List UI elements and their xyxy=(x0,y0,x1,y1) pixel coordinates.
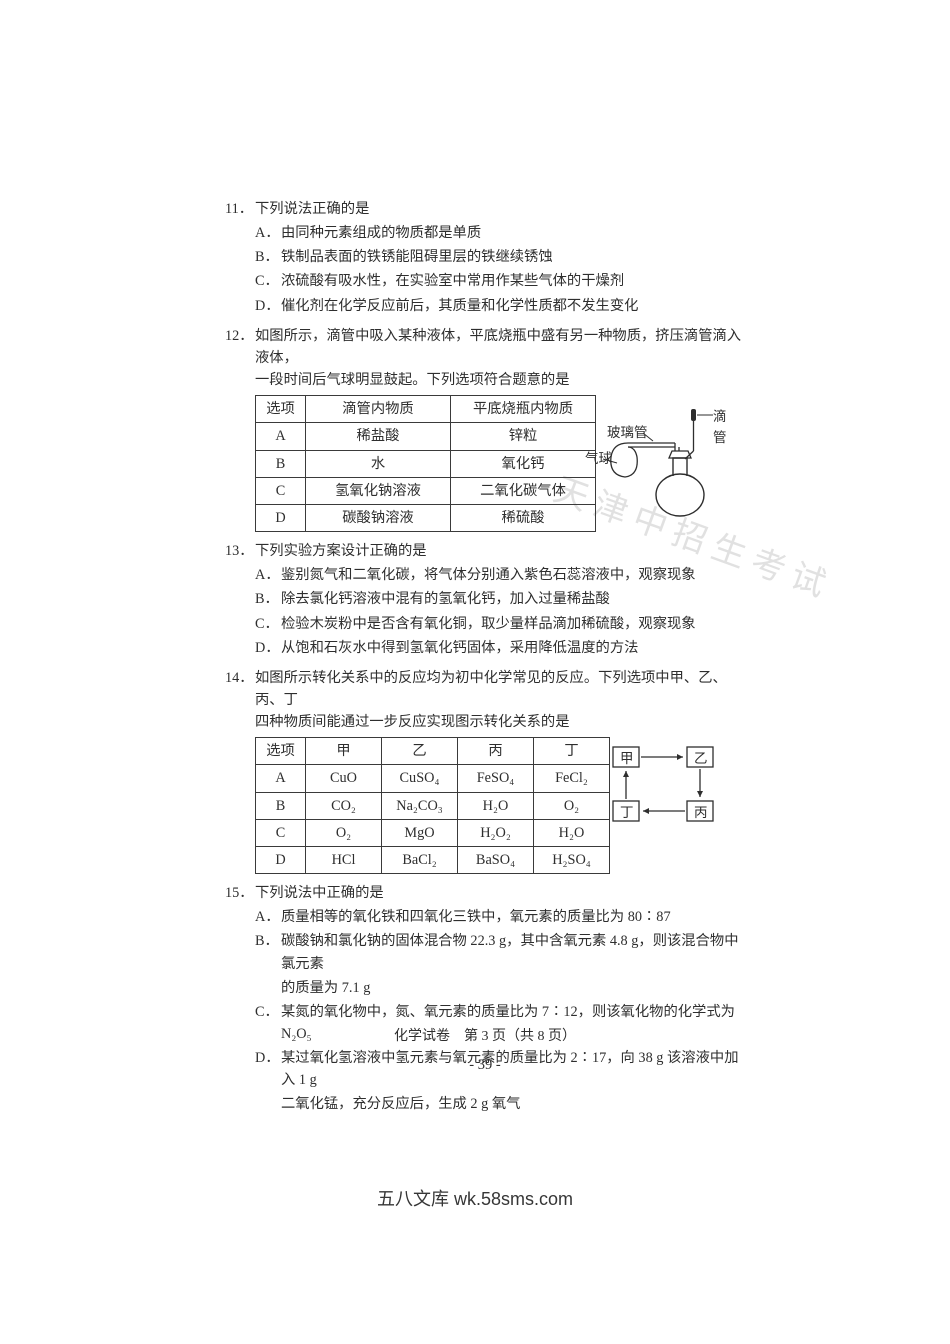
q12-stem-line2: 一段时间后气球明显鼓起。下列选项符合题意的是 xyxy=(225,369,745,391)
q14-cell: H₂O₂ xyxy=(458,819,534,846)
opt-label: B． xyxy=(255,588,281,610)
q14-cell: H₂O xyxy=(534,819,610,846)
q14-cell: C xyxy=(256,819,306,846)
question-11: 11． 下列说法正确的是 A．由同种元素组成的物质都是单质 B．铁制品表面的铁锈… xyxy=(225,198,745,317)
q12-cell: 二氧化碳气体 xyxy=(451,477,596,504)
q12-cell: 碳酸钠溶液 xyxy=(306,504,451,531)
q12-cell: D xyxy=(256,504,306,531)
question-13: 13． 下列实验方案设计正确的是 A．鉴别氮气和二氧化碳，将气体分别通入紫色石蕊… xyxy=(225,540,745,659)
opt-label: A． xyxy=(255,906,281,928)
q14-cell: H₂O xyxy=(458,792,534,819)
opt-label: C． xyxy=(255,613,281,635)
q14-stem-line2: 四种物质间能通过一步反应实现图示转化关系的是 xyxy=(225,711,745,733)
q12-cell: 氧化钙 xyxy=(451,450,596,477)
q14-cell: BaCl₂ xyxy=(382,846,458,873)
q14-cell: B xyxy=(256,792,306,819)
q14-cell: A xyxy=(256,765,306,792)
q12-cell: 稀盐酸 xyxy=(306,423,451,450)
label-glass-tube: 玻璃管 xyxy=(607,423,648,444)
q11-opt-a: 由同种元素组成的物质都是单质 xyxy=(281,222,745,244)
q14-stem-line1: 如图所示转化关系中的反应均为初中化学常见的反应。下列选项中甲、乙、丙、丁 xyxy=(255,667,745,711)
q11-opt-d: 催化剂在化学反应前后，其质量和化学性质都不发生变化 xyxy=(281,295,745,317)
q14-cell: HCl xyxy=(306,846,382,873)
q14-th: 丁 xyxy=(534,738,610,765)
opt-label: A． xyxy=(255,564,281,586)
q14-th: 丙 xyxy=(458,738,534,765)
opt-label: B． xyxy=(255,246,281,268)
q13-opt-a: 鉴别氮气和二氧化碳，将气体分别通入紫色石蕊溶液中，观察现象 xyxy=(281,564,745,586)
q12-th-0: 选项 xyxy=(256,396,306,423)
q11-stem: 下列说法正确的是 xyxy=(255,198,745,220)
q12-stem-line1: 如图所示，滴管中吸入某种液体，平底烧瓶中盛有另一种物质，挤压滴管滴入液体， xyxy=(255,325,745,369)
q12-table: 选项 滴管内物质 平底烧瓶内物质 A稀盐酸锌粒 B水氧化钙 C氢氧化钠溶液二氧化… xyxy=(255,395,596,532)
q14-cell: FeCl₂ xyxy=(534,765,610,792)
site-watermark: 五八文库 wk.58sms.com xyxy=(0,1186,950,1214)
q14-cell: O₂ xyxy=(534,792,610,819)
q14-th: 甲 xyxy=(306,738,382,765)
q14-cell: MgO xyxy=(382,819,458,846)
opt-label: C． xyxy=(255,270,281,292)
q12-cell: 水 xyxy=(306,450,451,477)
q12-cell: 氢氧化钠溶液 xyxy=(306,477,451,504)
opt-label: B． xyxy=(255,930,281,974)
q12-apparatus-figure: 滴管 玻璃管 气球 xyxy=(595,403,735,523)
exam-page: 天津中招生考试 11． 下列说法正确的是 A．由同种元素组成的物质都是单质 B．… xyxy=(225,198,745,1124)
q14-cell: D xyxy=(256,846,306,873)
q14-number: 14． xyxy=(225,667,255,711)
q15-opt-a: 质量相等的氧化铁和四氧化三铁中，氧元素的质量比为 80∶87 xyxy=(281,906,745,928)
q12-th-2: 平底烧瓶内物质 xyxy=(451,396,596,423)
q12-cell: 锌粒 xyxy=(451,423,596,450)
question-14: 14． 如图所示转化关系中的反应均为初中化学常见的反应。下列选项中甲、乙、丙、丁… xyxy=(225,667,745,874)
q14-cell: Na₂CO₃ xyxy=(382,792,458,819)
q12-th-1: 滴管内物质 xyxy=(306,396,451,423)
label-dropper: 滴管 xyxy=(713,407,735,449)
q14-cell: FeSO₄ xyxy=(458,765,534,792)
box-yi: 乙 xyxy=(694,749,708,770)
q12-cell: C xyxy=(256,477,306,504)
opt-label: D． xyxy=(255,295,281,317)
q15-opt-b-line2: 的质量为 7.1 g xyxy=(225,977,745,999)
q15-opt-b-line1: 碳酸钠和氯化钠的固体混合物 22.3 g，其中含氧元素 4.8 g，则该混合物中… xyxy=(281,930,745,974)
q14-cell: O₂ xyxy=(306,819,382,846)
q11-number: 11． xyxy=(225,198,255,220)
page-footer-number: - 39 - xyxy=(225,1054,745,1076)
q13-stem: 下列实验方案设计正确的是 xyxy=(255,540,745,562)
page-footer-inner: 化学试卷 第 3 页（共 8 页） xyxy=(225,1026,745,1048)
q12-number: 12． xyxy=(225,325,255,369)
q14-th: 选项 xyxy=(256,738,306,765)
q14-th: 乙 xyxy=(382,738,458,765)
q15-stem: 下列说法中正确的是 xyxy=(255,882,745,904)
q11-opt-c: 浓硫酸有吸水性，在实验室中常用作某些气体的干燥剂 xyxy=(281,270,745,292)
q12-cell: A xyxy=(256,423,306,450)
q14-cell: CuO xyxy=(306,765,382,792)
q15-number: 15． xyxy=(225,882,255,904)
question-12: 12． 如图所示，滴管中吸入某种液体，平底烧瓶中盛有另一种物质，挤压滴管滴入液体… xyxy=(225,325,745,532)
q13-opt-b: 除去氯化钙溶液中混有的氢氧化钙，加入过量稀盐酸 xyxy=(281,588,745,610)
label-balloon: 气球 xyxy=(585,449,612,470)
q14-table: 选项 甲 乙 丙 丁 ACuOCuSO₄FeSO₄FeCl₂ BCO₂Na₂CO… xyxy=(255,737,610,874)
question-15: 15． 下列说法中正确的是 A．质量相等的氧化铁和四氧化三铁中，氧元素的质量比为… xyxy=(225,882,745,1116)
box-jia: 甲 xyxy=(620,749,634,770)
opt-label: D． xyxy=(255,637,281,659)
q14-cell: CuSO₄ xyxy=(382,765,458,792)
q14-cell: BaSO₄ xyxy=(458,846,534,873)
q11-opt-b: 铁制品表面的铁锈能阻碍里层的铁继续锈蚀 xyxy=(281,246,745,268)
q15-opt-d-line2: 二氧化锰，充分反应后，生成 2 g 氧气 xyxy=(225,1093,745,1115)
box-ding: 丁 xyxy=(620,803,634,824)
q12-cell: B xyxy=(256,450,306,477)
q13-opt-d: 从饱和石灰水中得到氢氧化钙固体，采用降低温度的方法 xyxy=(281,637,745,659)
box-bing: 丙 xyxy=(694,803,708,824)
q14-cycle-figure: 甲 乙 丁 丙 xyxy=(605,741,725,833)
q14-cell: CO₂ xyxy=(306,792,382,819)
q12-cell: 稀硫酸 xyxy=(451,504,596,531)
q13-number: 13． xyxy=(225,540,255,562)
q13-opt-c: 检验木炭粉中是否含有氧化铜，取少量样品滴加稀硫酸，观察现象 xyxy=(281,613,745,635)
q14-cell: H₂SO₄ xyxy=(534,846,610,873)
opt-label: A． xyxy=(255,222,281,244)
